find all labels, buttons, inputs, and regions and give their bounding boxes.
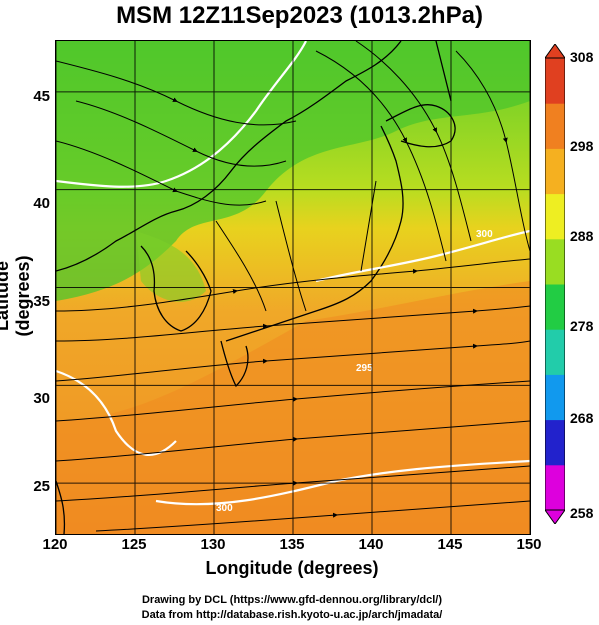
colorbar-tick-label: 288 (570, 228, 594, 244)
map-title: MSM 12Z11Sep2023 (1013.2hPa) (116, 2, 483, 29)
x-tick-label: 150 (516, 536, 542, 553)
y-tick-label: 40 (33, 195, 50, 212)
colorbar-band (545, 103, 565, 149)
coast-taiwan (56, 480, 66, 534)
y-axis-label: Latitude (degrees) (0, 255, 33, 337)
credit-data-source: Data from http://database.rish.kyoto-u.a… (141, 609, 443, 621)
coast-korea (140, 245, 212, 332)
colorbar-band (545, 148, 565, 195)
colorbar-tick-label: 308 (570, 49, 594, 65)
colorbar-tick-label: 258 (570, 505, 594, 521)
contour-label: 300 (216, 503, 233, 514)
x-tick-label: 140 (358, 536, 384, 553)
y-tick-label: 45 (33, 88, 50, 105)
colorbar-band (545, 284, 565, 330)
coast-kyushu (220, 340, 249, 388)
x-axis-label: Longitude (degrees) (205, 558, 379, 578)
colorbar-band (545, 238, 565, 285)
coast-continent (56, 41, 402, 272)
colorbar (545, 44, 565, 524)
colorbar-tick-label: 298 (570, 138, 594, 154)
contour-label: 295 (356, 363, 373, 374)
x-tick-label: 130 (200, 536, 226, 553)
isotherms (56, 41, 530, 506)
credit-drawing: Drawing by DCL (https://www.gfd-dennou.o… (141, 594, 443, 606)
y-tick-label: 35 (33, 293, 50, 310)
y-tick-label: 30 (33, 390, 50, 407)
colorbar-bottom-cap (545, 509, 565, 524)
colorbar-tick-label: 268 (570, 410, 594, 426)
y-tick-label: 25 (33, 478, 50, 495)
isotherm-300c (155, 459, 530, 506)
cool-region-continent (56, 41, 530, 301)
contour-label-group: 295 300 300 (216, 229, 493, 514)
colorbar-band (545, 193, 565, 240)
x-tick-label: 125 (121, 536, 147, 553)
cool-region-korea (136, 231, 206, 302)
colorbar-band (545, 374, 565, 421)
colorbar-band (545, 464, 565, 511)
coast-sakhalin (435, 41, 452, 102)
map-plot-area: 295 300 300 (55, 40, 531, 535)
colorbar-band (545, 58, 565, 104)
x-tick-label: 135 (279, 536, 305, 553)
coast-hokkaido (385, 104, 456, 148)
colorbar-band (545, 329, 565, 375)
colorbar-top-cap (545, 44, 565, 59)
x-tick-label: 145 (437, 536, 463, 553)
x-tick-label: 120 (42, 536, 68, 553)
colorbar-tick-label: 278 (570, 318, 594, 334)
isotherm-295 (56, 41, 307, 188)
lat-lon-grid (56, 41, 530, 534)
isotherm-300a (56, 369, 177, 456)
colorbar-band (545, 419, 565, 466)
contour-label: 300 (476, 229, 493, 240)
